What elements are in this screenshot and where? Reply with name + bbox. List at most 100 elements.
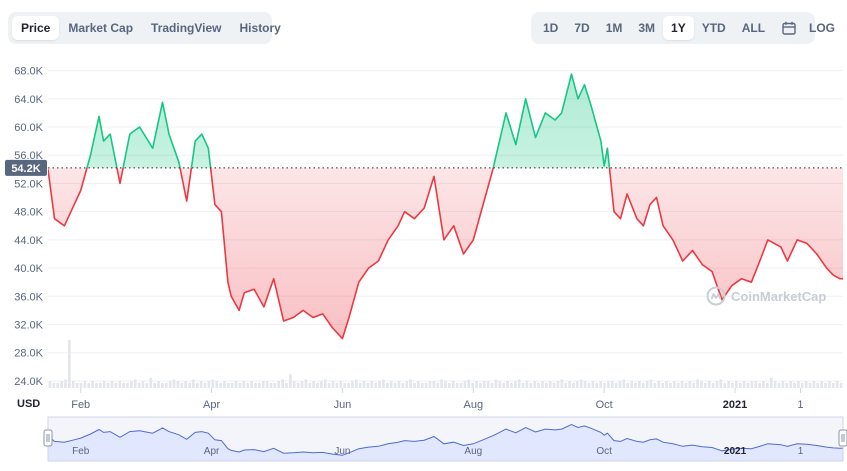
volume-bar (424, 382, 428, 388)
volume-bar (800, 382, 804, 388)
range-1m-button[interactable]: 1M (605, 21, 623, 35)
volume-bar (479, 382, 482, 388)
price-point (243, 292, 245, 294)
volume-bar (828, 381, 831, 388)
volume-bar (48, 381, 52, 388)
volume-bar (153, 382, 156, 388)
tab-tradingview[interactable]: TradingView (151, 21, 222, 35)
volume-bar (370, 381, 374, 388)
volume-bar (785, 382, 789, 388)
price-point (524, 98, 526, 100)
volume-bar (75, 382, 79, 388)
volume-bar (393, 382, 397, 388)
calendar-button[interactable] (773, 16, 805, 40)
navigator-handle-right[interactable] (838, 429, 847, 447)
baseline-label-box (5, 159, 47, 176)
volume-bar (510, 382, 513, 388)
range-3m-button[interactable]: 3M (638, 21, 656, 35)
volume-bar (122, 382, 125, 388)
price-point (53, 218, 55, 220)
volume-bar (630, 381, 633, 388)
volume-bar (676, 382, 680, 388)
range-1y-button[interactable]: 1Y (663, 16, 694, 40)
volume-bar (804, 381, 808, 388)
volume-bar (106, 382, 110, 388)
volume-bar (797, 381, 800, 388)
volume-bar (99, 382, 102, 388)
volume-bar (735, 381, 738, 388)
volume-bar (323, 379, 327, 388)
volume-bar (746, 382, 750, 388)
volume-bar (731, 382, 734, 388)
x-tick-label: Jun (334, 399, 352, 411)
volume-bar (285, 382, 288, 388)
volume-bar (564, 382, 568, 388)
volume-bar (335, 382, 339, 388)
navigator-tick-label: Apr (204, 446, 220, 457)
volume-bar (812, 381, 816, 388)
volume-bar (83, 381, 87, 388)
currency-label: USD (17, 398, 40, 410)
tab-price[interactable]: Price (12, 16, 60, 40)
price-point (253, 288, 255, 290)
y-tick-label: 24.0K (14, 376, 43, 388)
volume-bar (471, 382, 474, 388)
y-tick-label: 52.0K (14, 178, 43, 190)
volume-bar (506, 381, 509, 388)
price-point (238, 309, 240, 311)
volume-bar (537, 382, 540, 388)
price-point (452, 225, 454, 227)
log-scale-toggle[interactable]: LOG (809, 21, 835, 35)
price-point (613, 210, 615, 212)
price-point (832, 274, 834, 276)
volume-bar (215, 381, 219, 388)
navigator-tick-label: Feb (72, 446, 90, 457)
volume-bar (808, 382, 812, 388)
volume-bar (230, 382, 234, 388)
price-point (377, 260, 379, 262)
price-point (322, 313, 324, 315)
volume-bar (354, 379, 358, 388)
volume-bar (409, 379, 412, 388)
area-above-baseline (48, 74, 843, 168)
volume-bar (428, 381, 432, 388)
price-point (98, 115, 100, 117)
x-tick-label: Oct (596, 399, 613, 411)
y-tick-label: 32.0K (14, 320, 43, 332)
price-point (273, 277, 275, 279)
volume-bar (591, 381, 595, 388)
volume-bar (389, 381, 393, 388)
volume-bar (587, 382, 591, 388)
price-point (482, 203, 484, 205)
x-tick-label: Aug (464, 399, 484, 411)
volume-bar (556, 381, 560, 388)
range-1d-button[interactable]: 1D (543, 21, 559, 35)
volume-bar (653, 382, 657, 388)
volume-bar (513, 381, 517, 388)
volume-bar (246, 382, 250, 388)
volume-bar (738, 382, 742, 388)
tab-history[interactable]: History (239, 21, 281, 35)
volume-bar (273, 382, 277, 388)
range-ytd-button[interactable]: YTD (701, 21, 726, 35)
price-point (681, 260, 683, 262)
y-tick-label: 48.0K (14, 207, 43, 219)
price-point (619, 218, 621, 220)
volume-bar (583, 381, 587, 388)
price-point (443, 239, 445, 241)
volume-bar (176, 381, 180, 388)
volume-bar (576, 381, 579, 388)
range-all-button[interactable]: ALL (741, 21, 766, 35)
tab-market-cap[interactable]: Market Cap (68, 21, 134, 35)
volume-bar (707, 381, 711, 388)
price-point (603, 165, 605, 167)
volume-bar (277, 381, 281, 388)
navigator-handle-left[interactable] (43, 429, 53, 447)
price-point (63, 225, 65, 227)
volume-bar (67, 340, 71, 388)
volume-bar (188, 382, 191, 388)
y-tick-label: 28.0K (14, 348, 43, 360)
volume-bar (463, 381, 467, 388)
range-7d-button[interactable]: 7D (574, 21, 590, 35)
volume-bar (281, 379, 284, 388)
